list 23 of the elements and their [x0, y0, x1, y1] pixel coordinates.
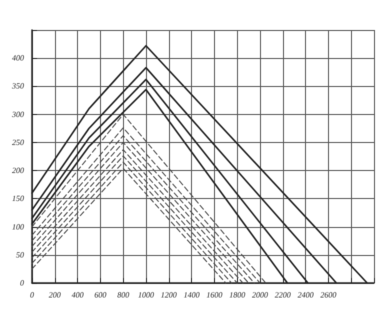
x-tick-label: 800 — [117, 290, 130, 300]
x-tick-label: 200 — [48, 290, 61, 300]
x-tick-label: 0 — [30, 290, 34, 300]
x-tick-label: 2600 — [320, 290, 336, 300]
y-tick-label: 250 — [12, 138, 24, 147]
y-tick-label: 300 — [11, 110, 24, 119]
x-tick-label: 1000 — [138, 290, 154, 300]
x-tick-label: 1800 — [229, 290, 246, 300]
x-tick-label: 1400 — [184, 290, 200, 300]
y-tick-label: 150 — [12, 194, 24, 204]
y-tick-label: 200 — [12, 166, 24, 176]
x-tick-label: 1200 — [160, 290, 177, 300]
y-tick-label: 50 — [16, 250, 24, 260]
x-tick-label: 400 — [72, 290, 84, 300]
y-tick-label: 400 — [12, 54, 24, 63]
x-tick-label: 2000 — [252, 290, 268, 300]
x-tick-label: 600 — [94, 290, 106, 300]
y-tick-label: 350 — [11, 82, 24, 91]
x-tick-label: 2200 — [274, 290, 291, 300]
y-tick-label: 100 — [12, 222, 24, 232]
x-tick-label: 1600 — [206, 290, 222, 300]
y-tick-label: 0 — [20, 278, 24, 288]
x-tick-label: 2400 — [298, 290, 314, 300]
